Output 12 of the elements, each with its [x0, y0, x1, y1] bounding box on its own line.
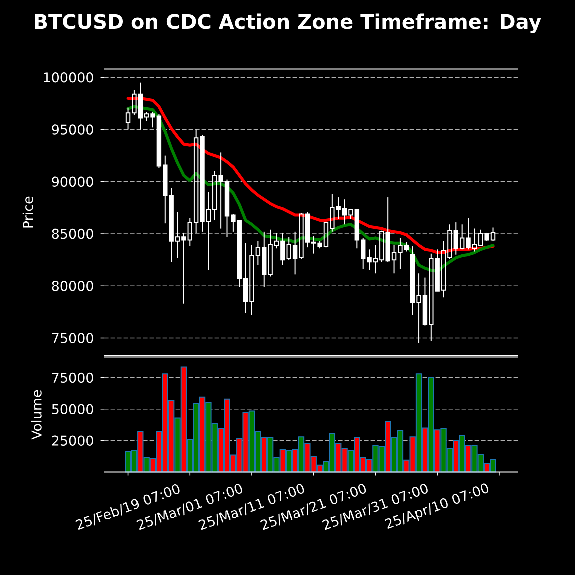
y-axis-title: Price [22, 196, 34, 228]
y-tick-label: 75000 [52, 372, 94, 384]
y-tick-label: 80000 [52, 281, 94, 292]
y-axis-title: Volume [31, 390, 42, 440]
y-tick-label: 100000 [44, 72, 94, 83]
y-tick-label: 85000 [52, 228, 94, 240]
y-tick-label: 50000 [52, 404, 94, 414]
chart-title: BTCUSD on CDC Action Zone Timeframe: Day [35, 14, 542, 34]
y-tick-label: 95000 [52, 124, 94, 135]
y-tick-label: 90000 [52, 176, 94, 187]
y-tick-label: 25000 [52, 436, 94, 446]
y-tick-label: 75000 [52, 333, 94, 344]
